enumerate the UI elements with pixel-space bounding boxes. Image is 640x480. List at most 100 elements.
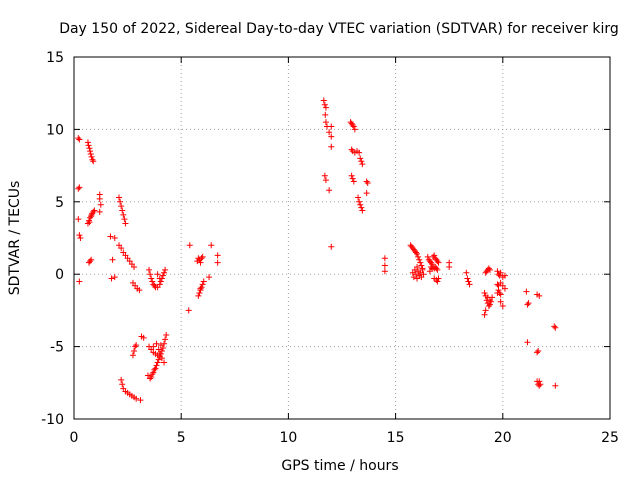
data-point	[195, 292, 202, 299]
data-point	[118, 376, 125, 383]
data-point	[499, 303, 506, 310]
data-point	[147, 271, 154, 278]
axis-ticks: 0 5 10 15 20 25 -10 -5 0 5 10 15	[41, 50, 619, 446]
data-point	[501, 272, 508, 279]
data-point	[155, 356, 162, 363]
data-point	[435, 259, 442, 266]
data-point	[501, 285, 508, 292]
data-point	[108, 275, 115, 282]
data-point	[381, 268, 388, 275]
chart-title: Day 150 of 2022, Sidereal Day-to-day VTE…	[59, 21, 619, 37]
data-point	[155, 346, 162, 353]
data-point	[494, 281, 501, 288]
data-point	[214, 252, 221, 259]
data-point	[496, 290, 503, 297]
data-point	[322, 111, 329, 118]
data-point	[86, 145, 93, 152]
data-point	[206, 274, 213, 281]
data-point	[75, 185, 82, 192]
x-axis-label: GPS time / hours	[281, 458, 398, 474]
data-point	[153, 340, 160, 347]
data-point	[357, 155, 364, 162]
data-point	[348, 146, 355, 153]
data-point	[121, 216, 128, 223]
data-point	[119, 381, 126, 388]
data-point	[485, 303, 492, 310]
data-point	[414, 263, 421, 270]
data-point	[132, 343, 139, 350]
data-point	[524, 339, 531, 346]
data-point	[111, 235, 118, 241]
data-point	[148, 275, 155, 282]
data-point	[199, 281, 206, 288]
data-point	[328, 243, 335, 250]
data-point	[87, 258, 94, 265]
data-point	[415, 253, 422, 260]
data-point	[326, 129, 333, 136]
data-point	[356, 149, 363, 156]
data-point	[434, 266, 441, 273]
data-point	[88, 211, 95, 218]
y-tick-label: -10	[41, 412, 64, 428]
data-point	[208, 242, 215, 249]
data-point	[197, 285, 204, 292]
data-point	[419, 266, 426, 273]
data-point	[497, 291, 504, 298]
data-point	[116, 194, 123, 201]
data-point	[356, 198, 363, 205]
data-point	[156, 281, 163, 288]
data-point	[536, 292, 543, 299]
y-tick-label: -5	[50, 340, 64, 356]
data-point	[433, 265, 440, 272]
data-point	[326, 187, 333, 194]
data-point	[481, 311, 488, 318]
data-point	[129, 352, 136, 359]
data-point	[535, 347, 542, 354]
data-point	[200, 278, 207, 285]
data-point	[163, 332, 170, 339]
data-point	[358, 204, 365, 211]
data-point	[464, 275, 471, 282]
data-point	[363, 178, 370, 185]
data-point	[364, 179, 371, 186]
data-point	[486, 297, 493, 304]
y-tick-label: 5	[55, 195, 64, 211]
data-point	[118, 203, 125, 210]
data-point	[118, 245, 125, 252]
data-point	[351, 126, 358, 133]
data-point	[186, 242, 193, 249]
data-point	[150, 369, 157, 376]
data-point	[359, 207, 366, 214]
data-point	[412, 249, 419, 256]
data-point	[147, 375, 154, 382]
data-point	[157, 342, 164, 349]
data-point	[466, 281, 473, 288]
data-point	[434, 258, 441, 265]
data-point	[96, 208, 103, 215]
data-point	[435, 275, 442, 282]
data-point	[465, 278, 472, 285]
data-point	[131, 263, 138, 270]
data-point	[434, 278, 441, 285]
data-point	[418, 262, 425, 269]
data-point	[497, 269, 504, 276]
data-point	[76, 136, 83, 143]
data-point	[91, 207, 98, 214]
data-point	[161, 269, 168, 276]
data-point	[381, 255, 388, 262]
data-point	[363, 190, 370, 197]
data-point	[416, 256, 423, 263]
data-point	[88, 153, 95, 160]
data-point	[136, 287, 143, 294]
x-tick-label: 15	[387, 430, 405, 446]
data-point	[152, 365, 159, 372]
data-point	[349, 122, 356, 129]
data-point	[322, 119, 329, 126]
data-point	[488, 298, 495, 305]
y-tick-label: 10	[46, 122, 64, 138]
data-point	[151, 282, 158, 289]
y-tick-label: 0	[55, 267, 64, 283]
data-point	[87, 148, 94, 155]
data-point	[148, 374, 155, 381]
